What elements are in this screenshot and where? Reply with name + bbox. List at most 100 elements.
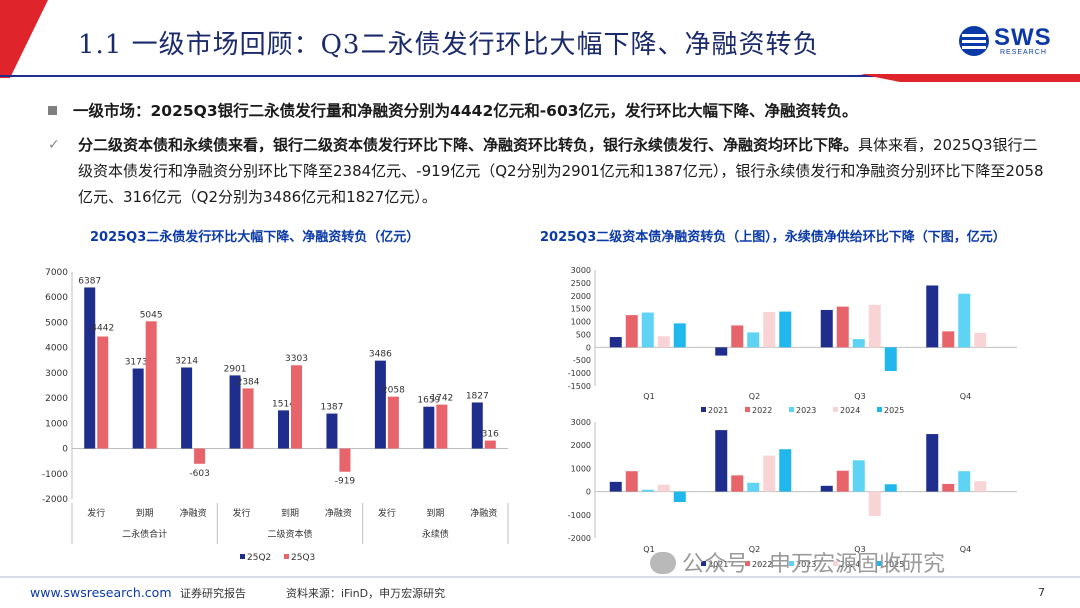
data-label: 1742 [430, 394, 453, 404]
y-tick-label: 3000 [45, 369, 68, 379]
bar-2024 [763, 455, 776, 492]
bar-25Q2 [471, 402, 483, 449]
y-tick-label: -1500 [568, 382, 591, 391]
footer-site-link[interactable]: www.swsresearch.com [30, 585, 172, 600]
x-tick-label: Q2 [749, 392, 760, 401]
legend-swatch [833, 561, 838, 566]
bar-25Q2 [84, 287, 96, 449]
data-label: 2058 [382, 386, 405, 396]
bar-2021 [820, 485, 833, 492]
legend-label: 2022 [752, 560, 772, 569]
bar-2024 [868, 304, 881, 348]
y-tick-label: 3000 [571, 266, 591, 275]
x-tick-label: Q1 [643, 392, 654, 401]
bar-25Q3 [145, 321, 157, 449]
bar-2021 [926, 434, 939, 492]
data-label: 1659 [417, 396, 440, 406]
bar-25Q2 [181, 367, 193, 449]
bar-2023 [852, 339, 865, 348]
bar-25Q2 [374, 360, 386, 449]
bar-25Q3 [436, 404, 448, 449]
y-tick-label: 1000 [571, 318, 591, 327]
bar-2024 [657, 484, 670, 492]
bar-2025 [884, 347, 897, 372]
data-label: 2901 [224, 364, 247, 374]
check-icon: ✓ [48, 137, 60, 153]
x-tick-label: 发行 [378, 507, 396, 519]
header-divider [0, 74, 1080, 82]
legend-label: 25Q2 [247, 553, 271, 563]
x-tick-label: Q3 [854, 392, 865, 401]
bar-2023 [747, 332, 760, 348]
legend-label: 2023 [796, 406, 816, 415]
left-bar-chart: -2000 -1000 0 1000 2000 3000 4000 5000 6000 7000 6… [42, 268, 509, 563]
header-accent-tab [0, 0, 48, 78]
data-label: 6387 [78, 276, 101, 286]
y-tick-label: -2000 [42, 495, 68, 505]
y-tick-label: 0 [586, 488, 591, 497]
bar-2022 [731, 475, 744, 492]
data-label: 4442 [91, 324, 114, 334]
left-chart-title: 2025Q3二永债发行环比大幅下降、净融资转负（亿元） [90, 230, 420, 245]
y-tick-label: 4000 [45, 344, 68, 354]
y-tick-label: 2500 [571, 279, 591, 288]
data-label: 2384 [237, 377, 260, 387]
bar-2022 [942, 331, 955, 348]
footer-source: 资料来源：iFinD，申万宏源研究 [286, 587, 446, 600]
bar-25Q3 [387, 396, 399, 449]
bar-25Q2 [423, 406, 435, 449]
y-tick-label: 3000 [571, 418, 591, 427]
x-tick-label: 到期 [281, 507, 299, 519]
bar-2023 [747, 482, 760, 492]
bar-2021 [820, 309, 833, 348]
bar-25Q3 [291, 365, 302, 449]
bar-2025 [779, 449, 792, 492]
legend-label: 2022 [752, 406, 772, 415]
legend-swatch [284, 554, 289, 559]
bullet-primary-market: 一级市场：2025Q3银行二永债发行量和净融资分别为4442亿元和-603亿元，… [48, 99, 858, 121]
bar-25Q2 [132, 368, 144, 449]
bar-2021 [609, 337, 622, 348]
bar-2023 [958, 471, 971, 492]
y-tick-label: -1000 [568, 511, 591, 520]
x-tick-label: Q2 [749, 545, 760, 554]
right-top-bar-chart: -1500 -1000 -500 0 500 1000 1500 2000 2500 3000 Q1… [568, 266, 1017, 415]
bar-2021 [715, 347, 728, 356]
legend-swatch [789, 561, 794, 566]
legend-label: 2021 [708, 560, 728, 569]
data-label: 1514 [272, 399, 295, 409]
right-bottom-bar-chart: -2000 -1000 0 1000 2000 3000 Q1 Q2 Q3 Q4 2021 2022 2… [568, 418, 1017, 569]
logo-subtext: RESEARCH [1000, 49, 1047, 56]
y-tick-label: 1000 [45, 419, 68, 429]
y-tick-label: 2000 [571, 441, 591, 450]
legend-swatch [701, 407, 706, 412]
page-title: 1.1 一级市场回顾：Q3二永债发行环比大幅下降、净融资转负 [78, 30, 820, 60]
legend-swatch [833, 407, 838, 412]
y-tick-label: -2000 [568, 534, 591, 543]
group-label: 二级资本债 [267, 528, 312, 540]
data-label: 3303 [285, 354, 308, 364]
bar-2021 [926, 285, 939, 348]
bar-25Q3 [97, 336, 109, 449]
wechat-icon [650, 552, 676, 574]
legend-swatch [701, 561, 706, 566]
x-tick-label: Q4 [960, 545, 971, 554]
x-tick-label: 净融资 [325, 507, 352, 519]
bar-2024 [763, 312, 776, 348]
data-label: 3486 [369, 350, 392, 360]
legend-label: 2025 [884, 406, 904, 415]
y-tick-label: 7000 [45, 268, 68, 278]
bar-2022 [625, 471, 638, 492]
bar-25Q3 [194, 448, 206, 464]
sws-logo-icon [959, 26, 989, 56]
logo-text: SWS [994, 24, 1052, 51]
legend-label: 2021 [708, 406, 728, 415]
page-number: 7 [1038, 586, 1045, 599]
legend-swatch [789, 407, 794, 412]
bar-25Q2 [229, 375, 241, 449]
x-tick-label: Q3 [854, 545, 865, 554]
data-label: 5045 [140, 310, 163, 320]
x-tick-label: 净融资 [180, 507, 207, 519]
bullet-2-lead: 分二级资本债和永续债来看，银行二级资本债发行环比下降、净融资环比转负，银行永续债… [78, 136, 859, 154]
y-tick-label: 1500 [571, 305, 591, 314]
